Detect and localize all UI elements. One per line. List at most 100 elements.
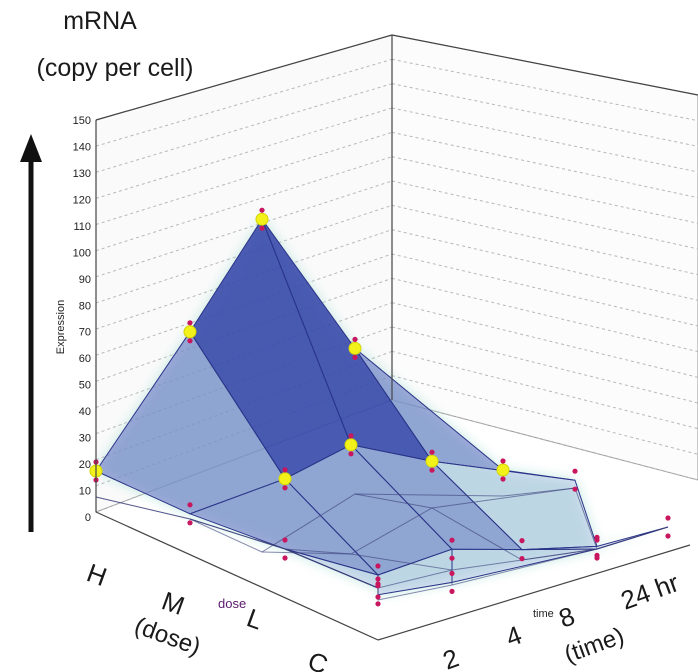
z-tick-label: 50 — [79, 380, 91, 392]
dose-tick-M: M — [158, 585, 189, 621]
highlight-point — [348, 341, 362, 355]
floor-grid-col — [261, 551, 453, 585]
replicate-point — [348, 433, 354, 439]
highlight-point — [344, 438, 358, 452]
replicate-point — [500, 476, 506, 482]
replicate-point — [594, 537, 600, 543]
replicate-point — [352, 336, 358, 342]
z-tick-label: 30 — [79, 433, 91, 445]
z-tick-label: 60 — [79, 353, 91, 365]
replicate-point — [429, 467, 435, 473]
grid-line — [391, 83, 698, 147]
frame-edge — [377, 544, 691, 641]
frame-edges — [95, 34, 698, 641]
surface-mesh — [95, 218, 669, 601]
floor-grid-col — [502, 487, 669, 550]
replicate-point — [282, 485, 288, 491]
grid-line — [391, 58, 698, 122]
grid-line — [95, 204, 393, 304]
floor-grid-col — [189, 518, 379, 600]
time-tick-label: 4 — [502, 619, 526, 652]
time-tick-label: 24 hr — [617, 567, 683, 616]
replicate-point — [449, 588, 455, 595]
replicate-point — [519, 538, 525, 544]
frame-edge — [95, 34, 393, 121]
grid-line — [391, 302, 698, 378]
grid-line — [391, 326, 698, 404]
title-line-2: (copy per cell) — [37, 54, 194, 82]
grid-line — [95, 156, 393, 252]
dose-tick-L: L — [243, 602, 267, 635]
dose-tick-H: H — [83, 557, 111, 592]
z-axis-label: Expression — [55, 300, 67, 354]
dose-tick-C: C — [304, 645, 332, 672]
z-tick-label: 120 — [73, 194, 91, 206]
dose-small-label: dose — [218, 596, 246, 611]
back-right-wall — [391, 34, 698, 481]
time-tick-labels: 2 48 24 hr — [439, 567, 683, 672]
replicate-point — [500, 458, 506, 464]
highlight-point — [496, 463, 510, 477]
z-tick-label: 140 — [73, 141, 91, 153]
grid-line — [391, 253, 698, 327]
replicate-point — [187, 320, 193, 326]
expression-arrow — [20, 134, 42, 532]
replicate-point — [187, 502, 193, 508]
replicate-point — [594, 555, 600, 561]
grid-line — [391, 277, 698, 353]
highlight-point — [255, 212, 269, 226]
grid-line — [391, 107, 698, 173]
time-tick-label: 2 — [439, 642, 463, 672]
highlight-point — [425, 454, 439, 468]
replicate-point — [375, 563, 381, 569]
frame-edge — [391, 34, 698, 96]
grid-line — [391, 204, 698, 276]
z-tick-label: 70 — [79, 327, 91, 339]
dose-axis-label: (dose) — [131, 612, 204, 661]
replicate-point — [352, 354, 358, 360]
replicate-point — [572, 468, 578, 474]
z-tick-label: 10 — [79, 486, 91, 498]
highlight-point — [278, 472, 292, 486]
replicate-point — [375, 601, 381, 607]
replicate-point — [449, 570, 455, 577]
floor-grid-col — [354, 493, 598, 561]
title-line-1: mRNA — [63, 7, 137, 35]
grid-line — [391, 350, 698, 430]
z-tick-label: 130 — [73, 168, 91, 180]
grid-line — [391, 229, 698, 301]
replicate-point — [572, 486, 578, 492]
replicate-point — [449, 555, 455, 561]
grid-line — [391, 375, 698, 455]
replicate-point — [665, 515, 671, 521]
grid-line — [391, 156, 698, 224]
z-tick-label: 110 — [73, 221, 91, 233]
replicate-point — [259, 207, 265, 213]
z-tick-label: 150 — [73, 115, 91, 127]
z-tick-label: 20 — [79, 459, 91, 471]
time-small-label: time — [533, 608, 554, 620]
replicate-point — [282, 537, 288, 543]
replicate-point — [348, 451, 354, 457]
z-tick-label: 100 — [73, 247, 91, 259]
replicate-point — [375, 594, 381, 600]
z-tick-label: 80 — [79, 300, 91, 312]
dose-tick-labels: C L M H — [83, 557, 332, 672]
data-points — [89, 207, 671, 607]
replicate-point — [449, 537, 455, 543]
replicate-point — [519, 556, 525, 562]
replicate-point — [282, 467, 288, 473]
grid-line — [95, 131, 393, 226]
z-tick-label: 90 — [79, 274, 91, 286]
grid-line — [391, 399, 698, 481]
z-tick-labels: 0 10 20 30 40 50 60 70 80 90 100 110 120 130 140 150 — [73, 115, 91, 524]
replicate-point — [665, 533, 671, 539]
replicate-point — [259, 225, 265, 231]
z-tick-label: 40 — [79, 406, 91, 418]
replicate-point — [375, 576, 381, 582]
highlight-point — [183, 325, 197, 339]
time-tick-label: 8 — [555, 600, 579, 633]
replicate-point — [375, 583, 381, 589]
z-tick-label: 0 — [85, 512, 91, 524]
